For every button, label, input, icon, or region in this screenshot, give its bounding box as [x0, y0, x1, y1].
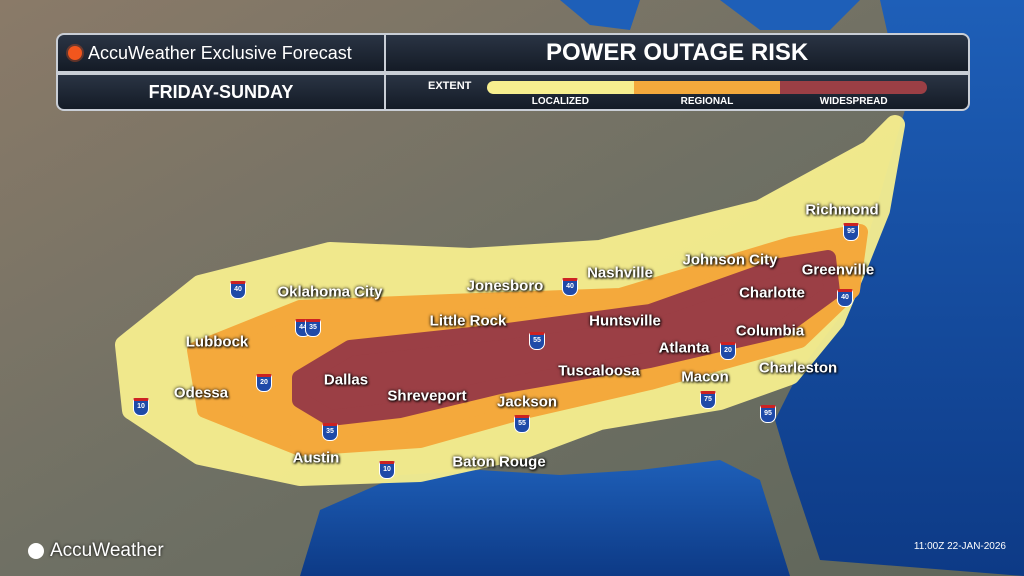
legend-label-localized: LOCALIZED [531, 96, 589, 107]
risk-widespread [292, 250, 840, 426]
city-label: Jonesboro [466, 277, 544, 295]
interstate-shield-icon: 95 [760, 405, 776, 423]
legend-label: EXTENT [428, 80, 472, 92]
legend-label-widespread: WIDESPREAD [819, 96, 888, 107]
city-label: Austin [292, 449, 340, 467]
city-label: Oklahoma City [277, 283, 383, 301]
interstate-shield-icon: 95 [843, 223, 859, 241]
interstate-shield-icon: 35 [305, 319, 321, 337]
interstate-shield-icon: 55 [529, 332, 545, 350]
brand-title: AccuWeather Exclusive Forecast [88, 42, 352, 63]
city-label: Jackson [496, 393, 558, 411]
great-lakes [560, 0, 860, 30]
city-label: Nashville [587, 264, 653, 282]
atlantic-ocean [775, 0, 1024, 576]
legend-swatch-regional [633, 81, 781, 94]
legend-swatch-localized [487, 81, 634, 94]
legend-swatch-widespread [780, 81, 927, 94]
gulf-of-mexico [300, 460, 790, 576]
city-label: Dallas [323, 371, 369, 389]
interstate-shield-icon: 40 [837, 289, 853, 307]
city-label: Baton Rouge [452, 453, 546, 471]
interstate-shield-icon: 40 [230, 281, 246, 299]
timestamp: 11:00Z 22-JAN-2026 [913, 541, 1006, 552]
city-label: Richmond [805, 201, 879, 219]
city-label: Tuscaloosa [558, 362, 640, 380]
brand-title-panel: AccuWeather Exclusive Forecast [56, 33, 386, 73]
sun-icon [68, 46, 82, 60]
interstate-shield-icon: 55 [514, 415, 530, 433]
interstate-shield-icon: 40 [562, 278, 578, 296]
interstate-shield-icon: 75 [700, 391, 716, 409]
period: FRIDAY-SUNDAY [148, 81, 294, 102]
map-title: POWER OUTAGE RISK [546, 39, 809, 66]
city-label: Columbia [735, 322, 805, 340]
interstate-shield-icon: 10 [379, 461, 395, 479]
city-label: Little Rock [429, 312, 507, 330]
accuweather-logo: AccuWeather [28, 540, 164, 562]
period-panel: FRIDAY-SUNDAY [56, 73, 386, 111]
city-label: Atlanta [658, 339, 710, 357]
city-label: Macon [681, 368, 729, 386]
city-label: Charleston [758, 359, 838, 377]
interstate-shield-icon: 20 [256, 374, 272, 392]
city-label: Odessa [173, 384, 229, 402]
legend-label-regional: REGIONAL [680, 96, 734, 107]
title-panel: POWER OUTAGE RISK [384, 33, 970, 73]
city-label: Huntsville [589, 312, 661, 330]
interstate-shield-icon: 10 [133, 398, 149, 416]
sun-logo-icon [28, 543, 44, 559]
city-label: Greenville [801, 261, 875, 279]
legend-panel: EXTENT LOCALIZED REGIONAL WIDESPREAD [384, 73, 970, 111]
city-label: Shreveport [387, 387, 467, 405]
city-label: Lubbock [185, 333, 249, 351]
interstate-shield-icon: 20 [720, 342, 736, 360]
city-label: Johnson City [682, 251, 778, 269]
city-label: Charlotte [739, 284, 805, 302]
legend-bar [487, 81, 927, 94]
interstate-shield-icon: 35 [322, 423, 338, 441]
